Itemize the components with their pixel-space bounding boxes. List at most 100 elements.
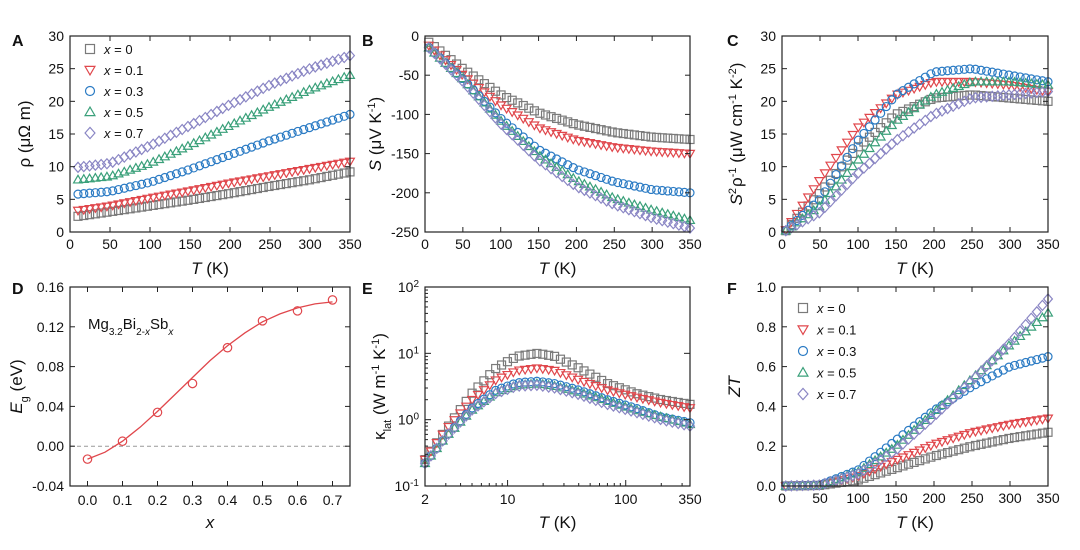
data-point (975, 76, 987, 86)
data-point (281, 72, 292, 85)
data-point (292, 306, 303, 316)
legend-label: x = 0.3 (103, 84, 143, 99)
data-point (485, 390, 495, 400)
data-point (182, 187, 194, 197)
data-point (567, 172, 579, 182)
data-point (981, 360, 992, 372)
data-point (252, 183, 263, 194)
data-point (119, 183, 129, 193)
data-point (643, 396, 655, 406)
data-point (520, 350, 530, 360)
data-point (188, 117, 199, 130)
data-point (830, 181, 842, 191)
x-tick-label: 0 (421, 236, 429, 252)
x-axis-label: x (205, 513, 215, 532)
data-point (431, 442, 443, 453)
data-point (240, 176, 252, 186)
data-point (891, 455, 903, 466)
data-point (915, 456, 925, 466)
data-point (1021, 357, 1031, 368)
data-point (557, 115, 567, 125)
data-point (124, 198, 136, 208)
data-point (678, 418, 690, 431)
data-point (634, 146, 646, 156)
data-point (563, 117, 573, 127)
legend-marker (84, 105, 96, 117)
y-tick-label: -0.04 (32, 478, 64, 494)
data-point (959, 95, 970, 108)
data-point (131, 180, 141, 191)
data-point (948, 446, 958, 456)
data-point (668, 133, 678, 144)
data-point (332, 159, 344, 170)
data-point (293, 177, 303, 187)
y-tick-label: -200 (391, 185, 419, 201)
data-point (495, 118, 507, 131)
data-point (561, 385, 572, 398)
data-point (258, 138, 268, 148)
data-point (824, 161, 836, 171)
y-tick-label: -100 (391, 106, 419, 122)
data-point (182, 120, 194, 133)
data-point (443, 428, 454, 440)
data-point (947, 392, 959, 405)
data-point (920, 418, 931, 431)
data-point (970, 64, 981, 74)
data-point (649, 411, 660, 424)
data-point (643, 410, 654, 422)
data-point (673, 417, 684, 430)
data-point (1004, 362, 1014, 372)
x-tick-label: 0.5 (253, 492, 273, 508)
data-point (864, 157, 875, 170)
data-point (310, 61, 321, 73)
data-point (543, 381, 554, 393)
data-point (584, 187, 596, 199)
data-point (947, 82, 959, 93)
data-point (606, 197, 618, 210)
data-point (555, 383, 566, 396)
x-tick-label: 100 (138, 236, 162, 252)
data-point (540, 126, 551, 136)
x-tick-label: 100 (614, 491, 638, 507)
data-point (942, 436, 954, 446)
data-point (602, 395, 613, 406)
x-tick-label: 10 (500, 491, 516, 507)
data-point (194, 185, 205, 195)
data-point (79, 210, 89, 221)
data-point (298, 165, 310, 176)
data-point (270, 134, 280, 144)
data-point (286, 70, 298, 82)
data-point (72, 174, 84, 184)
data-point (292, 166, 304, 177)
data-point (84, 188, 95, 198)
data-point (602, 174, 612, 184)
data-point (82, 454, 93, 464)
data-point (814, 195, 824, 205)
data-point (925, 79, 937, 89)
data-point (524, 103, 534, 113)
data-point (953, 97, 964, 110)
data-point (931, 450, 942, 461)
data-point (454, 416, 466, 426)
data-point (507, 123, 517, 133)
y-tick-label: 1.0 (757, 279, 777, 295)
x-tick-label: 250 (258, 236, 282, 252)
legend-label: x = 0.5 (816, 366, 856, 381)
data-point (1004, 70, 1014, 80)
data-point (920, 454, 930, 464)
data-point (154, 174, 164, 184)
data-point (684, 222, 696, 234)
x-tick-label: 250 (960, 490, 984, 506)
data-point (546, 112, 556, 122)
data-point (947, 434, 959, 444)
data-point (1003, 76, 1015, 86)
data-point (825, 476, 836, 488)
data-point (229, 148, 239, 158)
data-point (299, 176, 309, 186)
panel-letter-d: D (12, 281, 24, 298)
x-tick-label: 200 (922, 490, 946, 506)
data-point (606, 143, 618, 153)
data-point (646, 184, 656, 195)
data-point (931, 408, 942, 420)
data-point (1021, 94, 1031, 105)
